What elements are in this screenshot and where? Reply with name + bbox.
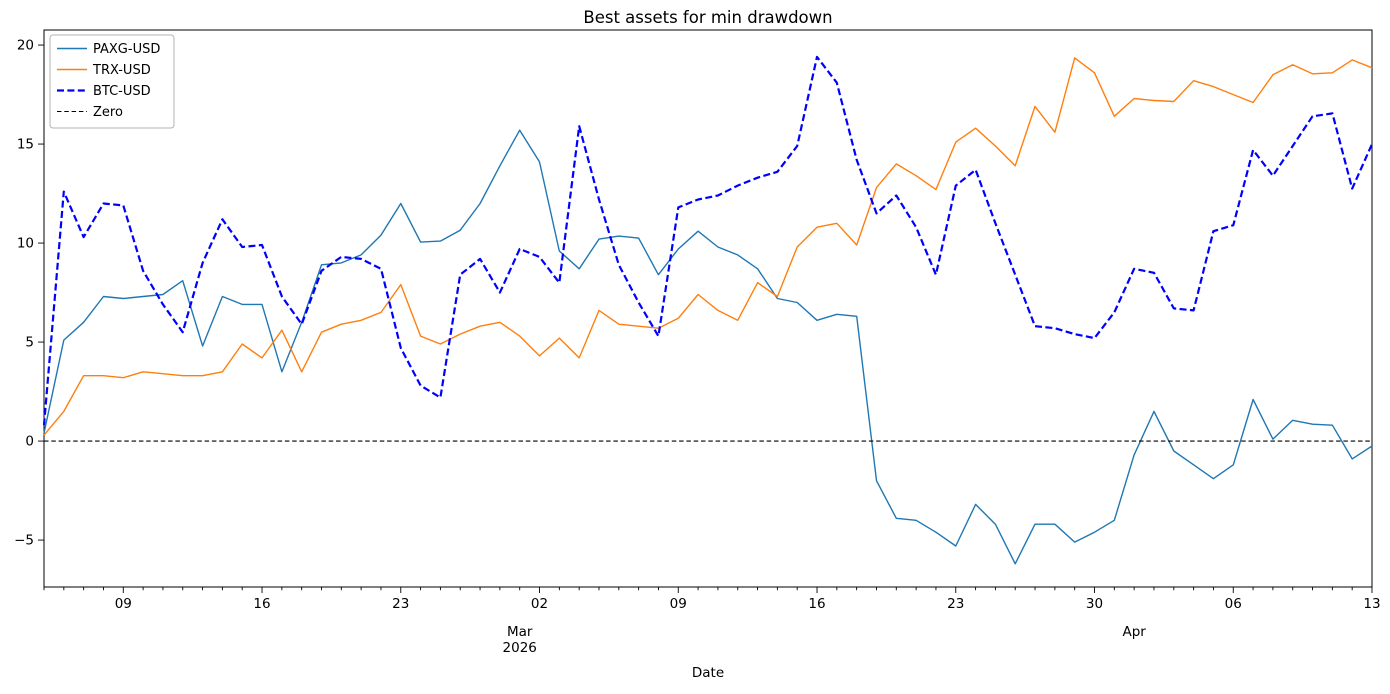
legend-label-paxg: PAXG-USD [93,42,160,57]
legend-label-zero: Zero [93,105,123,120]
month-labels: Mar 2026 Apr [503,624,1147,656]
y-tick-label: 15 [17,137,34,153]
month-label-apr: Apr [1122,624,1146,640]
x-tick-label: 30 [1086,596,1103,612]
y-tick-label: 5 [25,335,34,351]
trx-line [43,57,1373,436]
x-tick-label: 16 [253,596,270,612]
x-tick-label: 09 [670,596,687,612]
legend-box [49,34,175,129]
legend: PAXG-USD TRX-USD BTC-USD Zero [49,34,175,129]
y-tick-label: −5 [14,533,34,549]
x-axis-label: Date [692,665,724,681]
plot-border [43,29,1373,588]
legend-label-trx: TRX-USD [92,63,151,78]
x-tick-label: 09 [115,596,132,612]
x-tick-label: 02 [531,596,548,612]
y-tick-label: 0 [25,434,34,450]
month-label-mar: Mar [507,624,533,640]
chart-title: Best assets for min drawdown [583,8,832,27]
axis-ticks: −5 0 5 10 15 20 09 16 23 02 09 16 23 30 06 13 [14,38,1381,612]
series-lines [42,55,1374,565]
x-tick-label: 23 [947,596,964,612]
year-label-2026: 2026 [503,640,537,656]
paxg-line [43,129,1373,565]
x-tick-label: 23 [392,596,409,612]
y-tick-label: 20 [17,38,34,54]
y-tick-label: 10 [17,236,34,252]
btc-line [42,55,1374,426]
legend-label-btc: BTC-USD [93,84,151,99]
x-tick-label: 16 [808,596,825,612]
plot-spines [43,29,1373,588]
x-tick-label: 13 [1363,596,1380,612]
x-tick-label: 06 [1225,596,1242,612]
